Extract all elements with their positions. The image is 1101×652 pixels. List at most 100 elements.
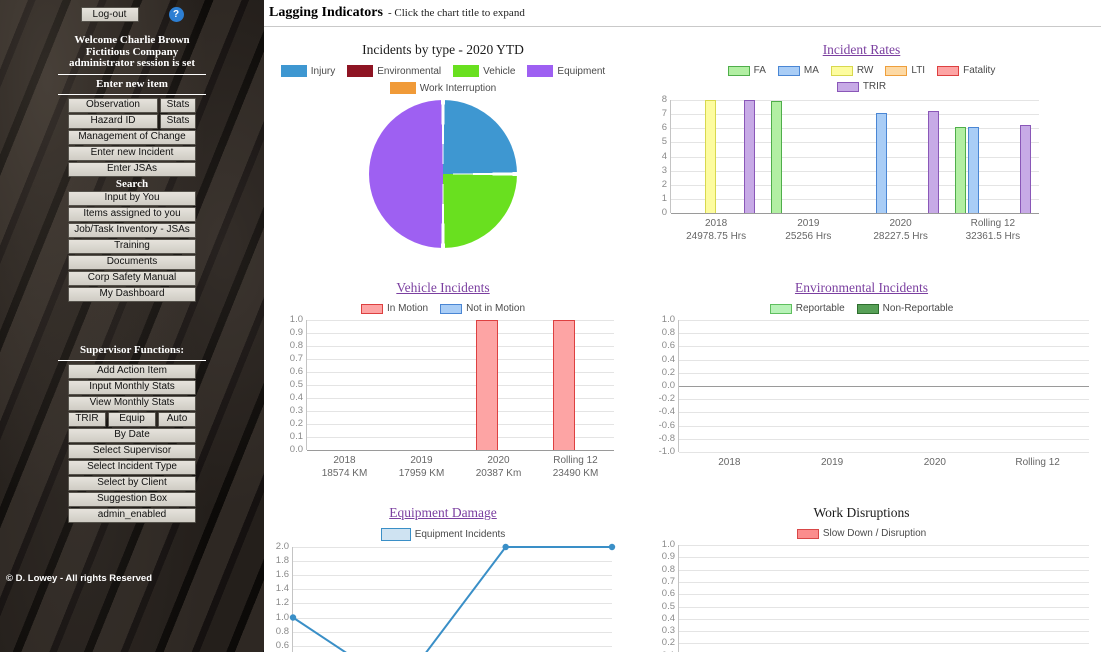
logout-button[interactable]: Log-out <box>80 7 139 22</box>
pie-chart <box>369 100 517 248</box>
y-tick-label: 0.2 <box>661 366 675 378</box>
bar-in-motion <box>475 320 498 450</box>
chart-title-environmental-incidents[interactable]: Environmental Incidents <box>794 280 929 295</box>
y-tick-label: 1.2 <box>275 597 289 609</box>
hazard-stats-button[interactable]: Stats <box>160 113 196 129</box>
chart-legend: FA MA RW LTI Fatality TRIR <box>702 65 1022 92</box>
equipment-damage-chart: Equipment Damage Equipment Incidents 0.0… <box>264 503 622 652</box>
help-icon[interactable]: ? <box>168 7 184 22</box>
x-category-label: 2018 24978.75 Hrs <box>686 218 747 242</box>
bar-slot <box>823 100 834 213</box>
gridline <box>671 198 1039 200</box>
legend-item: Reportable <box>769 303 845 314</box>
gridline <box>307 359 614 360</box>
hazard-id-button[interactable]: Hazard ID <box>68 113 158 129</box>
y-tick-label: 0.8 <box>661 563 675 575</box>
gridline <box>679 606 1089 608</box>
observation-stats-button[interactable]: Stats <box>160 97 196 113</box>
x-category-label: 2020 20387 Km <box>475 455 522 479</box>
equip-button[interactable]: Equip <box>108 411 156 427</box>
legend-item: Environmental <box>347 65 441 77</box>
y-tick-label: 8 <box>661 94 667 105</box>
legend-label: FA <box>753 65 766 76</box>
legend-label: Equipment Incidents <box>414 529 506 540</box>
suggestion-box-button[interactable]: Suggestion Box <box>68 491 196 507</box>
gridline <box>307 333 614 334</box>
corp-safety-manual-button[interactable]: Corp Safety Manual <box>68 270 196 286</box>
y-tick-label: 0.6 <box>661 588 675 600</box>
x-category-label: 2018 <box>718 457 741 468</box>
chart-title-work-disruptions: Work Disruptions <box>813 505 910 520</box>
gridline <box>293 645 612 647</box>
bar-slot <box>552 320 575 450</box>
x-category-label: Rolling 12 <box>1015 457 1060 468</box>
gridline <box>293 631 612 633</box>
legend-item: Non-Reportable <box>856 303 953 314</box>
x-category-label: Rolling 12 32361.5 Hrs <box>965 218 1021 242</box>
management-of-change-button[interactable]: Management of Change <box>68 129 196 145</box>
add-action-item-button[interactable]: Add Action Item <box>68 363 196 379</box>
chart-title-equipment-damage[interactable]: Equipment Damage <box>389 505 497 520</box>
auto-button[interactable]: Auto <box>158 411 196 427</box>
view-monthly-stats-button[interactable]: View Monthly Stats <box>68 395 196 411</box>
input-monthly-stats-button[interactable]: Input Monthly Stats <box>68 379 196 395</box>
gridline <box>307 450 614 451</box>
legend-label: RW <box>856 65 874 76</box>
select-supervisor-button[interactable]: Select Supervisor <box>68 443 196 459</box>
chart-title-incident-rates[interactable]: Incident Rates <box>822 42 901 57</box>
chart-title-vehicle-incidents[interactable]: Vehicle Incidents <box>396 280 490 295</box>
legend-swatch <box>360 303 383 314</box>
y-tick-label: 1.0 <box>661 539 675 550</box>
bar-slot <box>322 320 344 450</box>
legend-swatch <box>527 65 554 77</box>
enter-new-incident-button[interactable]: Enter new Incident <box>68 145 196 161</box>
bar-groups <box>679 545 1089 652</box>
gridline <box>679 452 1089 453</box>
legend-label: Fatality <box>963 65 996 76</box>
x-axis-labels: 2018 18574 KM 2019 17959 KM 2020 20387 Km Roll… <box>306 454 614 480</box>
input-by-you-button[interactable]: Input by You <box>68 190 196 206</box>
job-task-inventory-button[interactable]: Job/Task Inventory - JSAs <box>68 222 196 238</box>
bar-slot <box>1007 100 1018 213</box>
bar-slot <box>731 320 749 452</box>
y-tick-label: 1.8 <box>275 555 289 567</box>
by-date-button[interactable]: By Date <box>68 427 196 443</box>
select-incident-type-button[interactable]: Select Incident Type <box>68 459 196 475</box>
y-tick-label: 1.0 <box>289 314 303 325</box>
bar-slot <box>834 320 852 452</box>
items-assigned-button[interactable]: Items assigned to you <box>68 206 196 222</box>
select-by-client-button[interactable]: Select by Client <box>68 475 196 491</box>
trir-button[interactable]: TRIR <box>68 411 106 427</box>
y-tick-label: 0.9 <box>661 551 675 563</box>
gridline <box>671 100 1039 101</box>
admin-enabled-button[interactable]: admin_enabled <box>68 507 196 523</box>
enter-jsas-button[interactable]: Enter JSAs <box>68 161 196 177</box>
observation-button[interactable]: Observation <box>68 97 158 113</box>
documents-button[interactable]: Documents <box>68 254 196 270</box>
bar-slot <box>346 320 368 450</box>
gridline <box>671 142 1039 144</box>
bar-group <box>537 320 614 450</box>
bar-group <box>987 545 1090 652</box>
my-dashboard-button[interactable]: My Dashboard <box>68 286 196 302</box>
bar-fa <box>955 126 966 213</box>
training-button[interactable]: Training <box>68 238 196 254</box>
legend-item: Equipment <box>527 65 605 77</box>
bar-slot <box>500 320 522 450</box>
bar-group <box>884 320 987 452</box>
bar-slot <box>814 320 832 452</box>
bar-trir <box>1020 125 1031 213</box>
plot-area: 0 1 2 3 4 5 6 7 8 <box>662 94 1039 218</box>
bar-group <box>782 545 885 652</box>
bar-slot <box>936 320 954 452</box>
bar-groups <box>679 320 1089 452</box>
chart-legend: In Motion Not in Motion <box>264 303 622 314</box>
y-tick-label: 0.5 <box>661 600 675 612</box>
x-category-label: 2019 <box>821 457 844 468</box>
y-tick-label: 7 <box>661 108 667 120</box>
bar-slot <box>836 100 847 213</box>
welcome-user: Welcome Charlie Brown <box>74 34 190 46</box>
chart-legend: Reportable Non-Reportable <box>622 303 1101 314</box>
y-tick-label: 0.9 <box>289 327 303 338</box>
trend-line <box>289 543 616 652</box>
